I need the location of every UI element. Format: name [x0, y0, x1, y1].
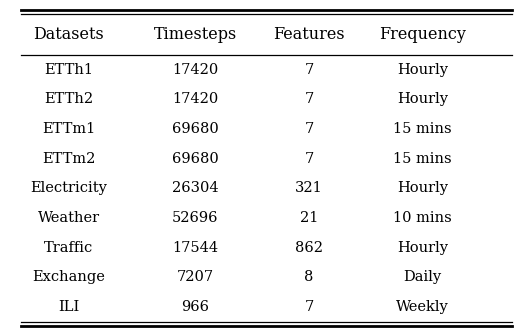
Text: 69680: 69680: [172, 152, 219, 166]
Text: 321: 321: [295, 181, 323, 195]
Text: Hourly: Hourly: [397, 63, 448, 77]
Text: Traffic: Traffic: [44, 241, 93, 255]
Text: 7207: 7207: [177, 271, 214, 285]
Text: 10 mins: 10 mins: [393, 211, 452, 225]
Text: 15 mins: 15 mins: [393, 122, 452, 136]
Text: Hourly: Hourly: [397, 181, 448, 195]
Text: Datasets: Datasets: [33, 26, 104, 43]
Text: Frequency: Frequency: [379, 26, 466, 43]
Text: 7: 7: [304, 122, 314, 136]
Text: 8: 8: [304, 271, 314, 285]
Text: 17420: 17420: [172, 93, 219, 107]
Text: Weather: Weather: [37, 211, 100, 225]
Text: 52696: 52696: [172, 211, 219, 225]
Text: ETTh1: ETTh1: [44, 63, 93, 77]
Text: ILI: ILI: [58, 300, 79, 314]
Text: Daily: Daily: [403, 271, 441, 285]
Text: 17544: 17544: [172, 241, 219, 255]
Text: 15 mins: 15 mins: [393, 152, 452, 166]
Text: 17420: 17420: [172, 63, 219, 77]
Text: 7: 7: [304, 152, 314, 166]
Text: 7: 7: [304, 63, 314, 77]
Text: ETTm2: ETTm2: [42, 152, 96, 166]
Text: Hourly: Hourly: [397, 241, 448, 255]
Text: Features: Features: [273, 26, 345, 43]
Text: 69680: 69680: [172, 122, 219, 136]
Text: ETTh2: ETTh2: [44, 93, 93, 107]
Text: Weekly: Weekly: [396, 300, 449, 314]
Text: 862: 862: [295, 241, 323, 255]
Text: 7: 7: [304, 93, 314, 107]
Text: 966: 966: [181, 300, 210, 314]
Text: 26304: 26304: [172, 181, 219, 195]
Text: Hourly: Hourly: [397, 93, 448, 107]
Text: Electricity: Electricity: [30, 181, 107, 195]
Text: Exchange: Exchange: [32, 271, 105, 285]
Text: 21: 21: [300, 211, 318, 225]
Text: ETTm1: ETTm1: [42, 122, 95, 136]
Text: Timesteps: Timesteps: [154, 26, 237, 43]
Text: 7: 7: [304, 300, 314, 314]
